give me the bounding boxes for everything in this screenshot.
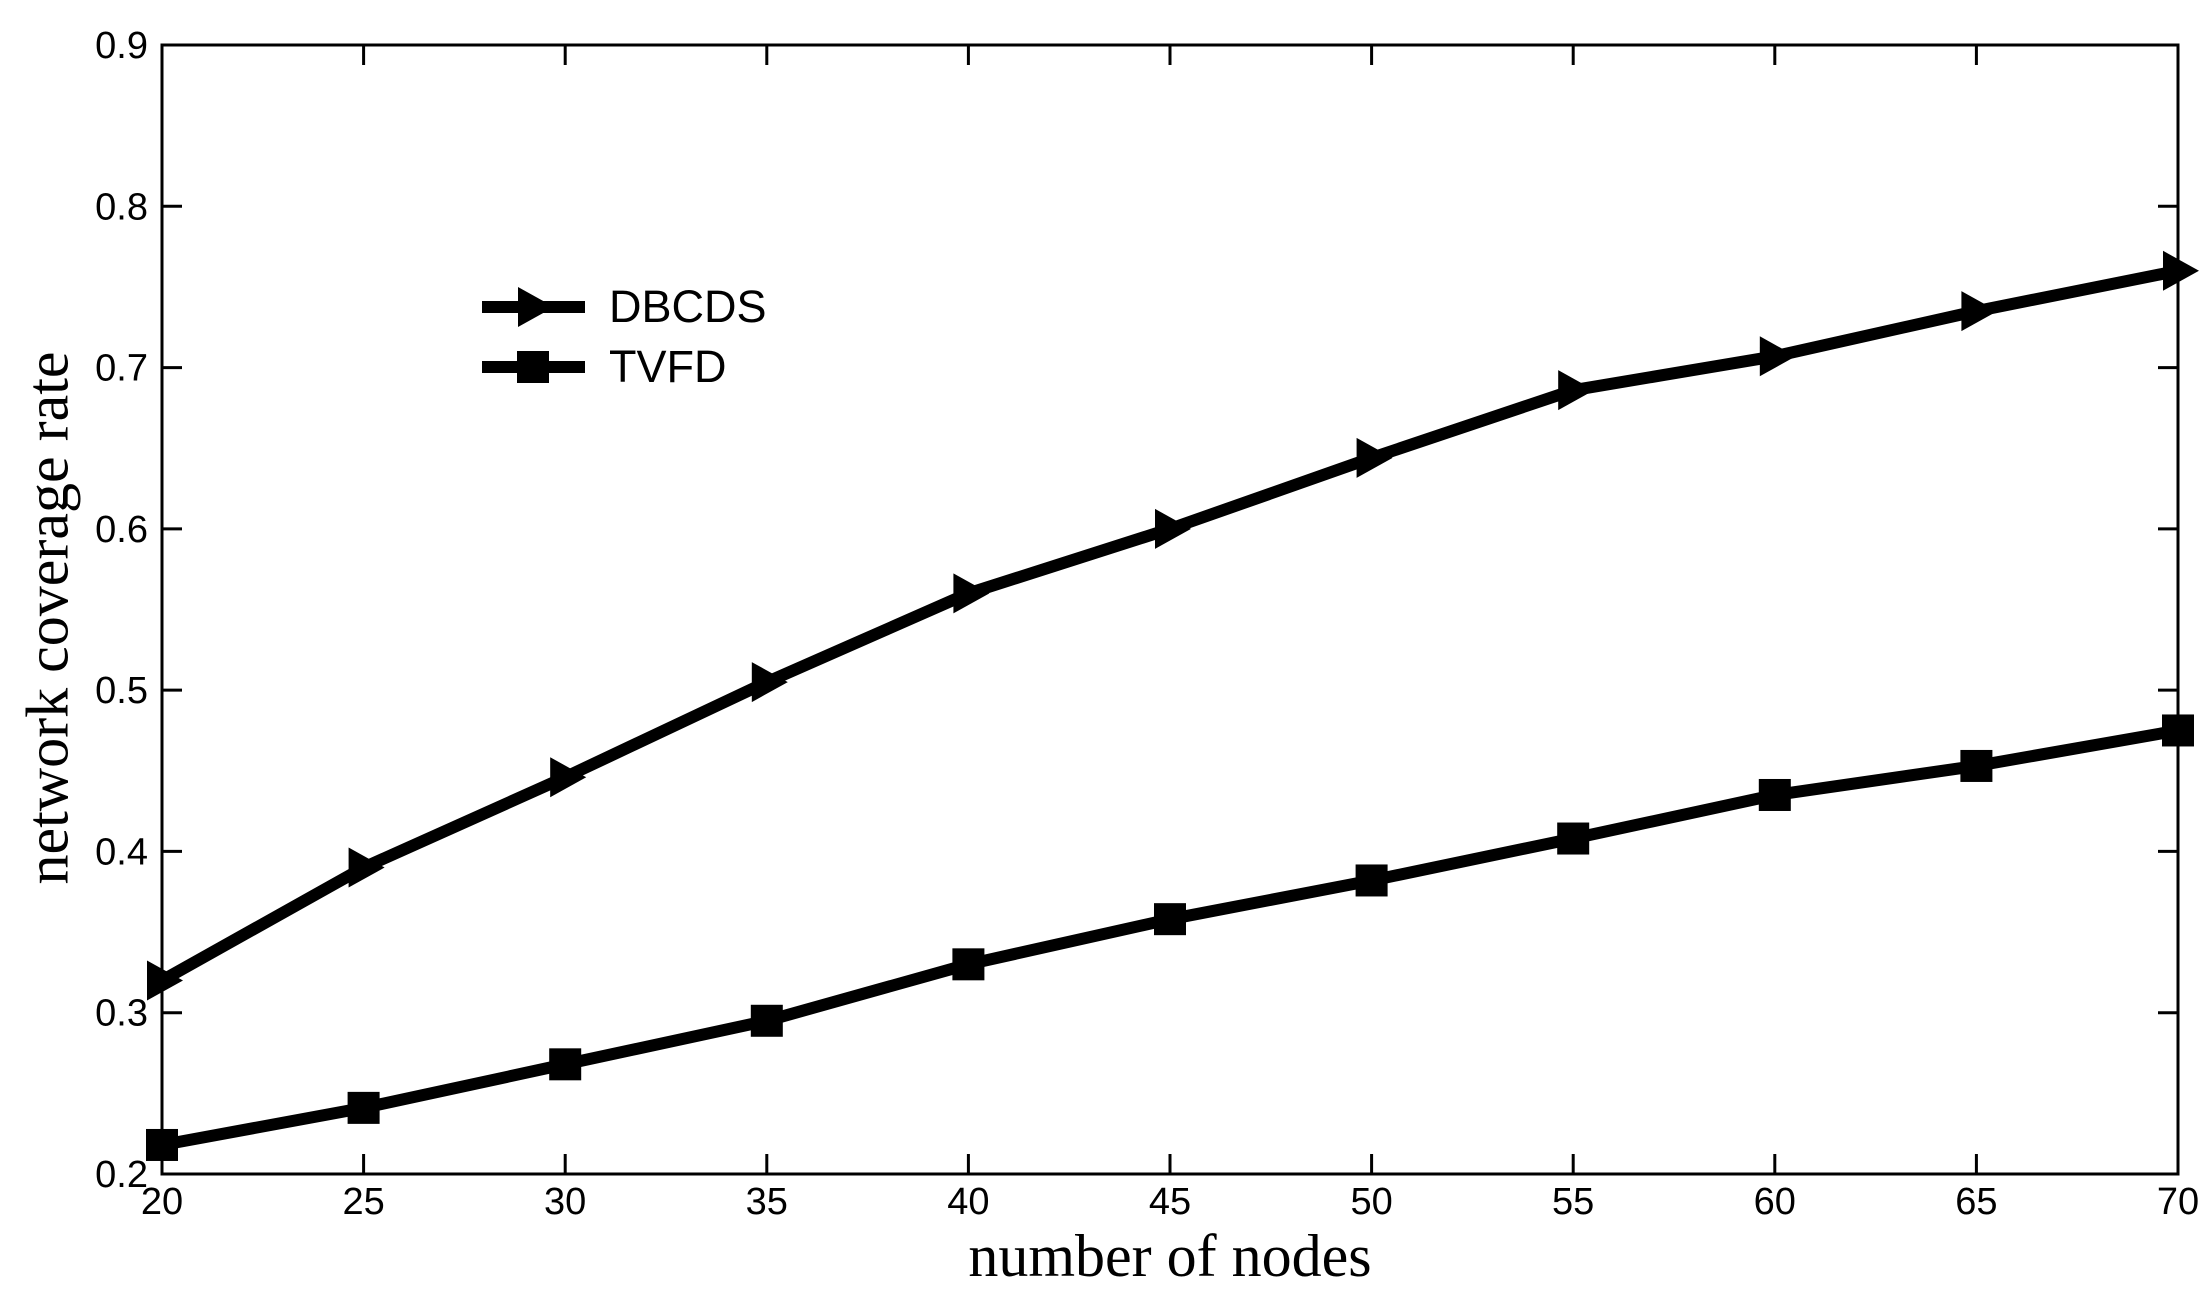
x-tick-label: 40 xyxy=(947,1181,989,1223)
dbcds-marker xyxy=(2163,250,2199,291)
x-tick-label: 30 xyxy=(544,1181,586,1223)
dbcds-marker xyxy=(1961,291,1998,332)
y-tick-label: 0.2 xyxy=(95,1154,148,1196)
y-axis-title: network coverage rate xyxy=(14,351,81,885)
y-tick-label: 0.4 xyxy=(95,831,148,873)
dbcds-marker xyxy=(147,960,183,1001)
tvfd-marker xyxy=(1355,864,1388,897)
x-tick-label: 45 xyxy=(1149,1181,1191,1223)
tvfd-marker xyxy=(952,948,985,981)
axes-box xyxy=(160,43,2180,1176)
x-tick-label: 25 xyxy=(342,1181,384,1223)
dbcds-line xyxy=(159,264,2180,986)
dbcds-marker xyxy=(1759,336,1796,377)
tvfd-line-sample xyxy=(482,351,585,383)
legend-label-tvfd: TVFD xyxy=(609,341,727,392)
dbcds-marker xyxy=(1558,370,1595,411)
x-tick-label: 60 xyxy=(1754,1181,1796,1223)
square-icon xyxy=(517,351,549,383)
y-tick-label: 0.6 xyxy=(95,509,148,551)
x-tick-label: 20 xyxy=(141,1181,183,1223)
tvfd-marker xyxy=(347,1091,380,1124)
y-tick-label: 0.7 xyxy=(95,348,148,390)
x-tick-label: 70 xyxy=(2157,1181,2199,1223)
tvfd-marker xyxy=(2162,714,2194,747)
tvfd-marker xyxy=(1960,749,1993,782)
x-tick-label: 35 xyxy=(746,1181,788,1223)
dbcds-marker xyxy=(550,757,587,798)
y-tick-label: 0.9 xyxy=(95,25,148,67)
tvfd-marker xyxy=(1154,903,1186,936)
tvfd-line xyxy=(160,724,2180,1151)
tvfd-marker xyxy=(146,1128,178,1161)
tvfd-marker xyxy=(750,1004,783,1037)
legend-entry-dbcds: DBCDS xyxy=(482,277,767,337)
x-tick-label: 65 xyxy=(1955,1181,1997,1223)
dbcds-marker xyxy=(348,847,385,888)
x-axis-title: number of nodes xyxy=(968,1223,1372,1289)
dbcds-marker xyxy=(953,573,990,614)
legend: DBCDS TVFD xyxy=(482,277,767,397)
dbcds-marker xyxy=(1155,508,1191,549)
x-tick-label: 50 xyxy=(1350,1181,1392,1223)
triangle-right-icon xyxy=(518,287,554,327)
legend-label-dbcds: DBCDS xyxy=(609,281,767,332)
dbcds-marker xyxy=(751,662,788,703)
tvfd-marker xyxy=(1758,778,1791,811)
y-tick-label: 0.8 xyxy=(95,186,148,228)
x-tick-label: 55 xyxy=(1552,1181,1594,1223)
y-tick-label: 0.5 xyxy=(95,670,148,712)
dbcds-line-sample xyxy=(482,287,585,327)
tvfd-marker xyxy=(549,1048,582,1081)
y-tick-label: 0.3 xyxy=(95,993,148,1035)
tvfd-marker xyxy=(1557,822,1590,855)
dbcds-marker xyxy=(1356,437,1393,478)
legend-entry-tvfd: TVFD xyxy=(482,337,767,397)
